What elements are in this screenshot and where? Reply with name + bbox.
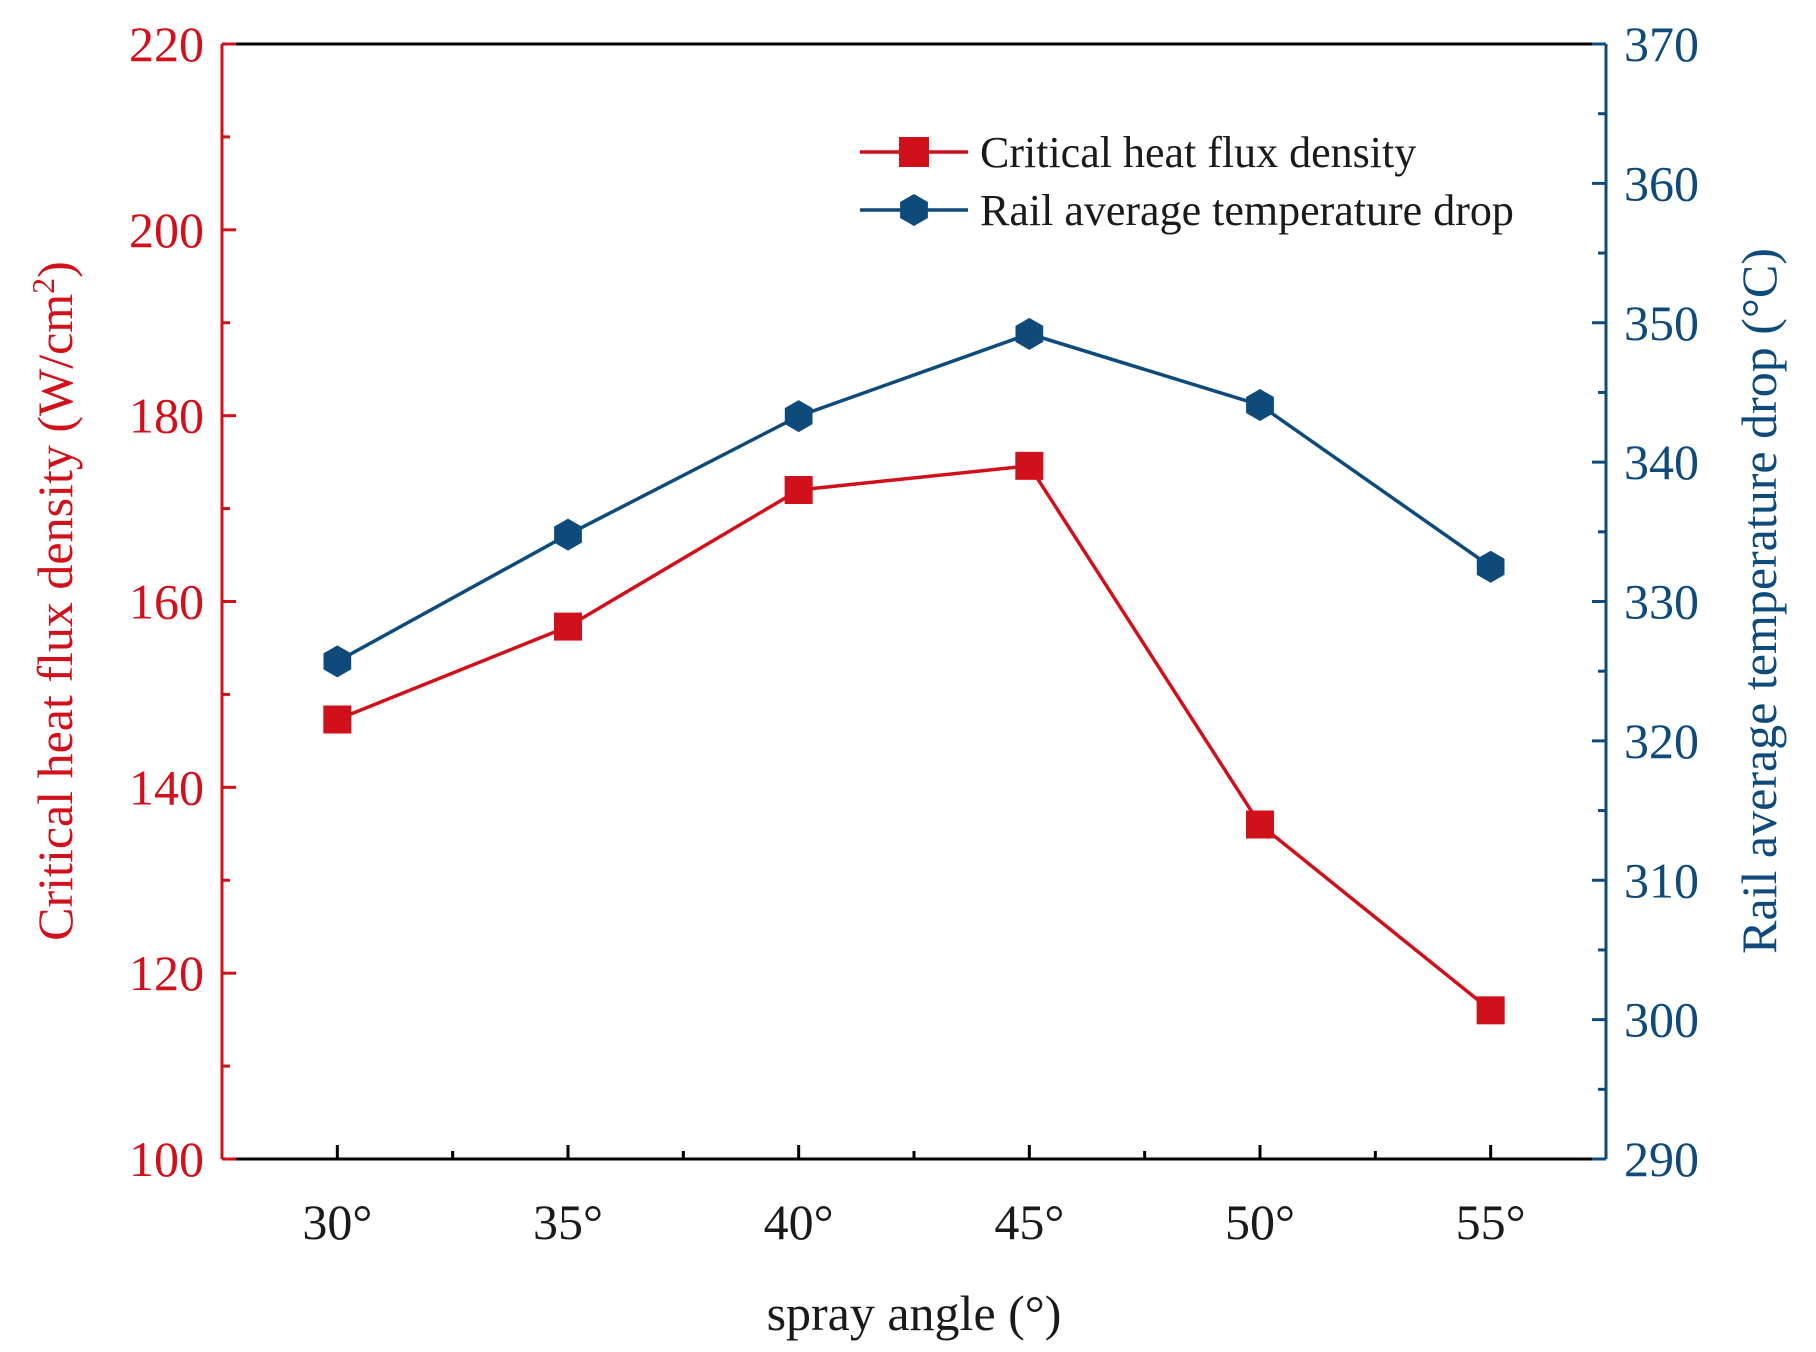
legend-hexagon-marker — [900, 194, 928, 226]
data-point-critical-heat-flux-density — [323, 705, 352, 734]
right-tick-label: 340 — [1624, 434, 1699, 490]
legend-item-rail-temperature-drop: Rail average temperature drop — [860, 186, 1514, 235]
legend-label-critical-heat-flux: Critical heat flux density — [980, 128, 1416, 177]
right-axis-title: Rail average temperature drop (°C) — [1731, 248, 1787, 954]
left-axis-title-superscript: 2 — [25, 278, 61, 294]
data-point-rail-average-temperature-drop — [1476, 550, 1505, 583]
series-line-rail-average-temperature-drop — [336, 332, 1492, 663]
x-tick-label: 55° — [1456, 1194, 1526, 1250]
left-tick-label: 100 — [129, 1131, 204, 1187]
right-axis-ticks: 290 300 310 320 330 340 350 360 370 — [1592, 16, 1699, 1187]
x-tick-label: 40° — [764, 1194, 834, 1250]
left-tick-label: 220 — [129, 16, 204, 72]
left-tick-label: 160 — [129, 574, 204, 630]
right-tick-label: 320 — [1624, 713, 1699, 769]
x-tick-label: 45° — [994, 1194, 1064, 1250]
right-tick-label: 360 — [1624, 155, 1699, 211]
right-tick-label: 290 — [1624, 1131, 1699, 1187]
left-tick-label: 200 — [129, 202, 204, 258]
right-tick-label: 310 — [1624, 852, 1699, 908]
x-tick-label: 50° — [1225, 1194, 1295, 1250]
data-point-rail-average-temperature-drop — [554, 518, 582, 551]
right-tick-label: 330 — [1624, 574, 1699, 630]
legend: Critical heat flux density Rail average … — [860, 128, 1514, 235]
legend-label-rail-temperature-drop: Rail average temperature drop — [980, 186, 1514, 235]
left-tick-label: 180 — [129, 388, 204, 444]
left-axis-title-main: Critical heat flux density (W/cm — [27, 294, 83, 941]
right-tick-label: 350 — [1624, 295, 1699, 351]
left-axis-title-tail: ) — [27, 261, 83, 278]
series-line-critical-heat-flux-density — [336, 463, 1492, 1012]
right-tick-label: 370 — [1624, 16, 1699, 72]
data-point-critical-heat-flux-density — [1476, 996, 1505, 1025]
left-axis-ticks: 100 120 140 160 180 200 220 — [129, 16, 236, 1187]
data-point-rail-average-temperature-drop — [323, 645, 352, 678]
x-tick-label: 30° — [302, 1194, 372, 1250]
data-point-critical-heat-flux-density — [1015, 451, 1044, 480]
x-axis-ticks: 30° 35° 40° 45° 50° 55° — [302, 1145, 1526, 1250]
legend-square-marker — [899, 137, 929, 167]
legend-item-critical-heat-flux: Critical heat flux density — [860, 128, 1416, 177]
data-point-critical-heat-flux-density — [784, 476, 813, 504]
data-point-rail-average-temperature-drop — [1246, 389, 1274, 421]
right-tick-label: 300 — [1624, 992, 1699, 1048]
left-tick-label: 120 — [129, 945, 204, 1001]
x-tick-label: 35° — [533, 1194, 603, 1250]
left-tick-label: 140 — [129, 759, 204, 815]
x-axis-title: spray angle (°) — [767, 1285, 1062, 1341]
left-axis-title: Critical heat flux density (W/cm2) — [25, 261, 83, 941]
data-point-rail-average-temperature-drop — [1015, 317, 1044, 350]
data-point-rail-average-temperature-drop — [784, 400, 813, 433]
data-point-critical-heat-flux-density — [554, 612, 582, 641]
data-point-critical-heat-flux-density — [1246, 810, 1274, 839]
series-layer — [323, 317, 1505, 1025]
